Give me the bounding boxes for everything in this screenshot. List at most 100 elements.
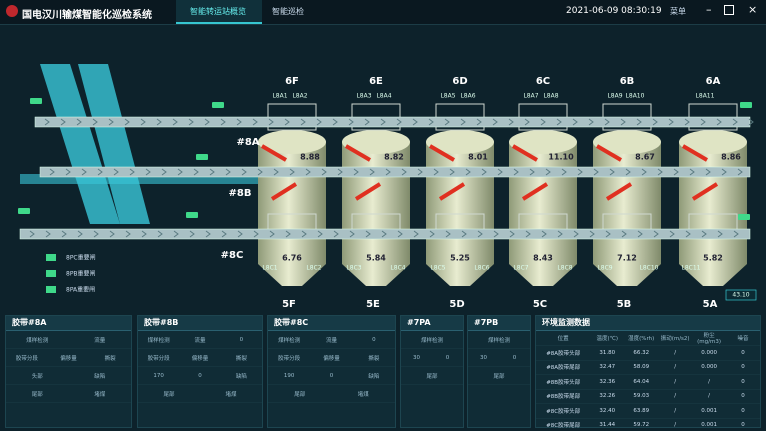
cell: 66.32	[633, 349, 650, 356]
belt-chevron	[445, 230, 451, 238]
table-row: #8B胶带尾部 32.26 59.03 / / 0	[536, 390, 760, 404]
panel: #7PB 煤样检测 30 0 尾部	[467, 315, 531, 428]
belt-chevron	[593, 168, 599, 176]
minimize[interactable]: –	[706, 3, 712, 16]
cell: 0.000	[701, 349, 717, 356]
belt-chevron	[77, 230, 83, 238]
table-row: #8B胶带头部 32.36 64.04 / / 0	[536, 375, 760, 390]
cell: 撕裂	[368, 355, 380, 362]
cell: 偏移量	[191, 355, 209, 362]
cell: 缺陷	[235, 373, 247, 380]
belt-chevron	[609, 168, 615, 176]
belt-chevron	[317, 230, 323, 238]
level-value: 11.10	[548, 153, 574, 162]
belt-chevron	[61, 230, 67, 238]
gauge-box	[725, 289, 757, 301]
belt-chevron	[465, 168, 471, 176]
belt-chevron	[716, 118, 722, 126]
panel-row: 尾部 堵煤	[268, 385, 395, 403]
belt-chevron	[157, 230, 163, 238]
bin-name: 6D	[452, 76, 467, 87]
cell: 煤样检测	[26, 337, 49, 344]
belt-chevron	[620, 118, 626, 126]
belt-chevron	[673, 168, 679, 176]
cell: 堵煤	[94, 391, 106, 398]
belt-chevron	[460, 118, 466, 126]
cell: 尾部	[163, 391, 175, 398]
belt-chevron	[444, 118, 450, 126]
belt-chevron	[668, 118, 674, 126]
gate-label: L8A2	[292, 93, 307, 100]
belt	[34, 116, 751, 128]
level-value: 8.01	[468, 153, 488, 162]
cell: #8B胶带尾部	[546, 394, 581, 401]
belt-chevron	[685, 230, 691, 238]
belt-label: #8C	[221, 250, 244, 261]
belt-chevron	[241, 168, 247, 176]
gate-label: L8A1	[272, 93, 287, 100]
indicator	[681, 144, 709, 162]
bin-name: 6E	[369, 76, 383, 87]
belt-chevron	[397, 230, 403, 238]
cell: #8B胶带头部	[546, 379, 581, 386]
indicator	[605, 182, 633, 201]
indicator	[344, 144, 372, 162]
cell: 胶带分段	[278, 355, 301, 362]
level-value: 8.67	[635, 153, 655, 162]
panel-row: 尾部 堵煤	[6, 385, 131, 403]
datetime: 2021-06-09 08:30:19	[566, 6, 662, 16]
belt-chevron	[172, 118, 178, 126]
belt-chevron	[381, 230, 387, 238]
cell: 0.001	[701, 422, 717, 429]
cell: 0	[445, 354, 450, 361]
belt-chevron	[637, 230, 643, 238]
belt-chevron	[305, 168, 311, 176]
belt	[19, 228, 751, 240]
cell: 胶带分段	[147, 355, 170, 362]
panel-row: 煤样检测 流量 0	[138, 331, 262, 349]
cell: #8A胶带尾部	[546, 365, 581, 372]
silo-top	[509, 130, 577, 154]
cell: 堵煤	[357, 391, 369, 398]
bin-name: 5E	[366, 299, 380, 310]
belt-chevron	[113, 168, 119, 176]
belt-chevron	[333, 230, 339, 238]
cell: 煤样检测	[420, 337, 443, 344]
belt-chevron	[257, 168, 263, 176]
belt-chevron	[497, 168, 503, 176]
app-title: 国电汉川输煤智能化巡检系统	[22, 10, 152, 21]
belt-chevron	[221, 230, 227, 238]
belt-chevron	[189, 230, 195, 238]
cell: /	[674, 422, 677, 429]
cell: 30	[413, 354, 420, 361]
tab[interactable]: 智能巡检	[272, 7, 304, 16]
close[interactable]: ×	[748, 3, 758, 16]
panel-title: #7PA	[401, 316, 463, 331]
belt-chevron	[156, 118, 162, 126]
cell: 尾部	[493, 373, 505, 380]
belt-chevron	[701, 230, 707, 238]
menu[interactable]: 菜单	[670, 7, 686, 16]
belt-chevron	[273, 168, 279, 176]
gate-label: L8A5	[440, 93, 455, 100]
level-value: 5.84	[366, 254, 386, 263]
belt-chevron	[193, 168, 199, 176]
cell: 32.47	[599, 364, 616, 371]
silo-body	[509, 142, 577, 264]
bin-name: 5F	[282, 299, 296, 310]
belt-label: #8A	[236, 137, 259, 148]
silo-cone	[509, 264, 577, 286]
tab[interactable]: 智能转运站概览	[190, 7, 246, 16]
panel: 胶带#8B 煤样检测 流量 0 胶带分段 偏移量 撕裂 170 0 缺陷 尾部 堵煤	[137, 315, 263, 428]
belt-chevron	[700, 118, 706, 126]
indicator	[438, 182, 466, 201]
panel: 胶带#8A 煤样检测 流量 胶带分段 偏移量 撕裂 头部 缺陷 尾部 堵煤	[5, 315, 132, 428]
belt-chevron	[173, 230, 179, 238]
silo-cone	[593, 264, 661, 286]
maximize[interactable]	[724, 5, 734, 15]
cell: 偏移量	[60, 355, 77, 362]
belt-chevron	[689, 168, 695, 176]
logo	[6, 5, 18, 17]
gate-label: L8C2	[306, 265, 321, 272]
